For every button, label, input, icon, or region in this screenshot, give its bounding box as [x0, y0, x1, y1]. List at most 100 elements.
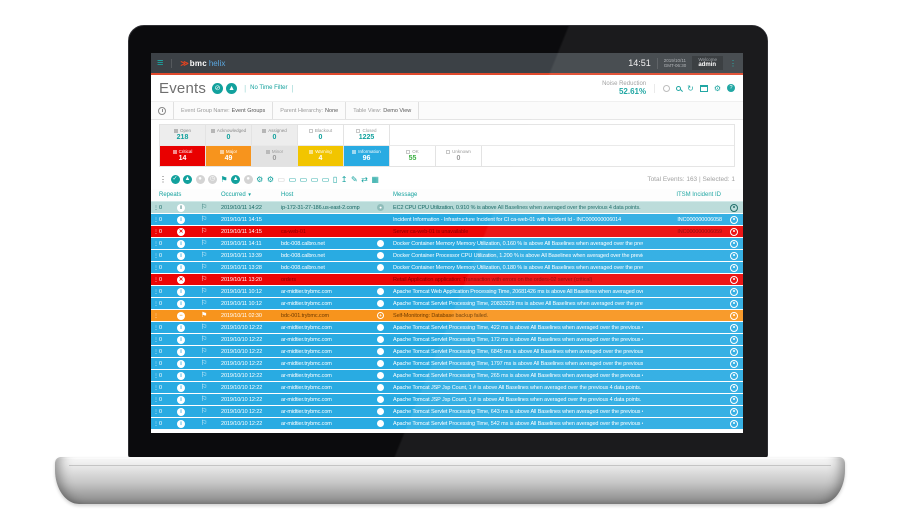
status-checkbox[interactable] — [356, 129, 361, 133]
row-action-icon[interactable] — [730, 323, 738, 332]
shuffle-icon[interactable]: ⇄ — [361, 174, 368, 184]
acknowledge-icon[interactable]: ✓ — [170, 174, 180, 184]
filter-off-icon[interactable]: ⊘ — [212, 82, 224, 94]
table-row[interactable]: ⋮ 0 i ⚐ 2019/10/10 12:22 ar-midtier.trybmc.co… — [151, 322, 743, 334]
flag-icon[interactable]: ⚑ — [201, 311, 208, 319]
close-event-icon[interactable]: ● — [195, 174, 205, 184]
status-tile-acknowledged[interactable]: Acknowledged 0 — [206, 125, 252, 145]
remote-action-icon[interactable]: ▭ — [277, 174, 286, 184]
row-action-icon[interactable] — [730, 407, 738, 416]
status-tile-information[interactable]: Information 96 — [344, 146, 390, 166]
flag-icon[interactable]: ⚐ — [201, 347, 208, 355]
event-details-icon[interactable]: ▭ — [288, 174, 297, 184]
row-menu-icon[interactable]: ⋮ — [153, 301, 159, 307]
row-menu-icon[interactable]: ⋮ — [153, 397, 159, 403]
window-view-icon[interactable] — [699, 84, 708, 92]
row-menu-icon[interactable]: ⋮ — [153, 313, 159, 319]
status-tile-warning[interactable]: Warning 4 — [298, 146, 344, 166]
assign-icon[interactable]: ▲ — [183, 174, 192, 184]
table-row[interactable]: ⋮ 0 i ⚐ 2019/10/10 12:22 ar-midtier.trybmc.co… — [151, 394, 743, 406]
launch-monitor-icon[interactable]: ▭ — [310, 174, 319, 184]
flag-icon[interactable]: ⚐ — [201, 395, 208, 403]
row-action-icon[interactable] — [730, 347, 738, 356]
refresh-icon[interactable]: ↻ — [687, 83, 694, 93]
col-host[interactable]: Host — [281, 192, 294, 198]
table-row[interactable]: ⋮ 0 i ⚐ 2019/10/11 14:11 bdc-008.calbro.net ● D… — [151, 238, 743, 250]
table-row[interactable]: ⋮ 0 i ⚐ 2019/10/11 14:15 Incident Information… — [151, 214, 743, 226]
row-action-icon[interactable] — [730, 383, 738, 392]
flag-icon[interactable]: ⚐ — [201, 383, 208, 391]
row-action-icon[interactable] — [730, 311, 738, 320]
export-icon[interactable]: ↥ — [340, 174, 348, 184]
row-action-icon[interactable] — [730, 251, 738, 260]
col-repeats[interactable]: Repeats — [159, 192, 182, 198]
row-menu-icon[interactable]: ⋮ — [153, 229, 159, 235]
row-menu-icon[interactable]: ⋮ — [153, 325, 159, 331]
decline-icon[interactable]: ● — [243, 174, 253, 184]
launch-console-icon[interactable]: ▭ — [321, 174, 330, 184]
flag-icon[interactable]: ⚐ — [201, 407, 208, 415]
filter-item[interactable]: Event Group Name: Event Groups — [174, 102, 274, 119]
status-tile-unknown[interactable]: Unknown 0 — [436, 146, 482, 166]
edit-icon[interactable]: ✎ — [350, 174, 358, 184]
flag-icon[interactable]: ⚐ — [201, 323, 208, 331]
time-filter-label[interactable]: No Time Filter — [250, 85, 288, 91]
status-tile-major[interactable]: Major 49 — [206, 146, 252, 166]
flag-icon[interactable]: ⚐ — [201, 419, 208, 427]
copy-view-icon[interactable]: ▯ — [332, 174, 338, 184]
user-menu[interactable]: Welcome admin — [692, 56, 723, 70]
status-tile-open[interactable]: Open 218 — [160, 125, 206, 145]
row-action-icon[interactable] — [730, 215, 738, 224]
policy-stop-icon[interactable]: ⚙ — [266, 174, 275, 184]
table-row[interactable]: ⋮ 0 ✕ ⚐ 2019/10/11 14:15 ca-web-01 Server ca-w… — [151, 226, 743, 238]
row-action-icon[interactable] — [730, 395, 738, 404]
flag-icon[interactable]: ⚐ — [201, 299, 208, 307]
row-action-icon[interactable] — [730, 263, 738, 272]
priority-icon[interactable]: ▲ — [231, 174, 241, 184]
status-tile-minor[interactable]: Minor 0 — [252, 146, 298, 166]
filter-item[interactable]: Table View: Demo View — [346, 102, 420, 119]
table-row[interactable]: ⋮ 0 i ⚐ 2019/10/10 12:22 ar-midtier.trybmc.co… — [151, 346, 743, 358]
flag-icon[interactable]: ⚐ — [201, 287, 208, 295]
table-row[interactable]: ⋮ 0 i ⚐ 2019/10/10 12:22 ar-midtier.trybmc.co… — [151, 418, 743, 430]
row-action-icon[interactable] — [730, 335, 738, 344]
filter-item[interactable]: Parent Hierarchy: None — [273, 102, 347, 119]
status-tile-closed[interactable]: Closed 1225 — [344, 125, 390, 145]
time-range-button[interactable] — [151, 102, 174, 119]
flag-icon[interactable]: ⚑ — [220, 174, 228, 184]
row-menu-icon[interactable]: ⋮ — [153, 253, 159, 259]
flag-icon[interactable]: ⚐ — [201, 371, 208, 379]
col-occurred[interactable]: Occurred ▼ — [221, 192, 252, 198]
table-row[interactable]: ⋮ 0 i ⚐ 2019/10/11 10:12 ar-midtier.trybmc.co… — [151, 286, 743, 298]
snooze-icon[interactable]: ◷ — [208, 174, 217, 184]
table-row[interactable]: ⋮ 0 i ⚐ 2019/10/10 12:22 ar-midtier.trybmc.co… — [151, 334, 743, 346]
status-checkbox[interactable] — [309, 150, 314, 154]
row-menu-icon[interactable]: ⋮ — [153, 373, 159, 379]
flag-icon[interactable]: ⚐ — [201, 215, 208, 223]
status-checkbox[interactable] — [210, 129, 215, 133]
col-itsm-incident-id[interactable]: ITSM Incident ID — [676, 192, 721, 198]
table-row[interactable]: ⋮ 0 ✕ ⚐ 2019/10/11 13:20 orders Retail Applica… — [151, 274, 743, 286]
status-checkbox[interactable] — [172, 150, 177, 154]
row-menu-icon[interactable]: ⋮ — [153, 289, 159, 295]
flag-icon[interactable]: ⚐ — [201, 227, 208, 235]
status-checkbox[interactable] — [265, 150, 270, 154]
flag-icon[interactable]: ⚐ — [201, 275, 208, 283]
table-row[interactable]: ⋮ 0 i ⚐ 2019/10/11 14:22 ip-172-31-27-186.us-… — [151, 202, 743, 214]
row-action-icon[interactable] — [730, 359, 738, 368]
alarm-watch-icon[interactable]: ▲ — [226, 82, 238, 94]
col-message[interactable]: Message — [393, 192, 418, 198]
table-row[interactable]: ⋮ 0 i ⚐ 2019/10/10 12:22 ar-midtier.trybmc.co… — [151, 382, 743, 394]
status-checkbox[interactable] — [219, 150, 224, 154]
status-checkbox[interactable] — [406, 150, 411, 154]
row-action-icon[interactable] — [730, 239, 738, 248]
topbar-kebab-icon[interactable]: ⋮ — [729, 58, 737, 68]
row-menu-icon[interactable]: ⋮ — [153, 421, 159, 427]
table-row[interactable]: ⋮ 0 i ⚐ 2019/10/10 12:22 ar-midtier.trybmc.co… — [151, 370, 743, 382]
flag-icon[interactable]: ⚐ — [201, 359, 208, 367]
filter-circle-icon[interactable] — [663, 84, 671, 92]
row-action-icon[interactable] — [730, 203, 738, 212]
row-menu-icon[interactable]: ⋮ — [153, 217, 159, 223]
flag-icon[interactable]: ⚐ — [201, 251, 208, 259]
settings-gear-icon[interactable]: ⚙ — [713, 83, 721, 93]
